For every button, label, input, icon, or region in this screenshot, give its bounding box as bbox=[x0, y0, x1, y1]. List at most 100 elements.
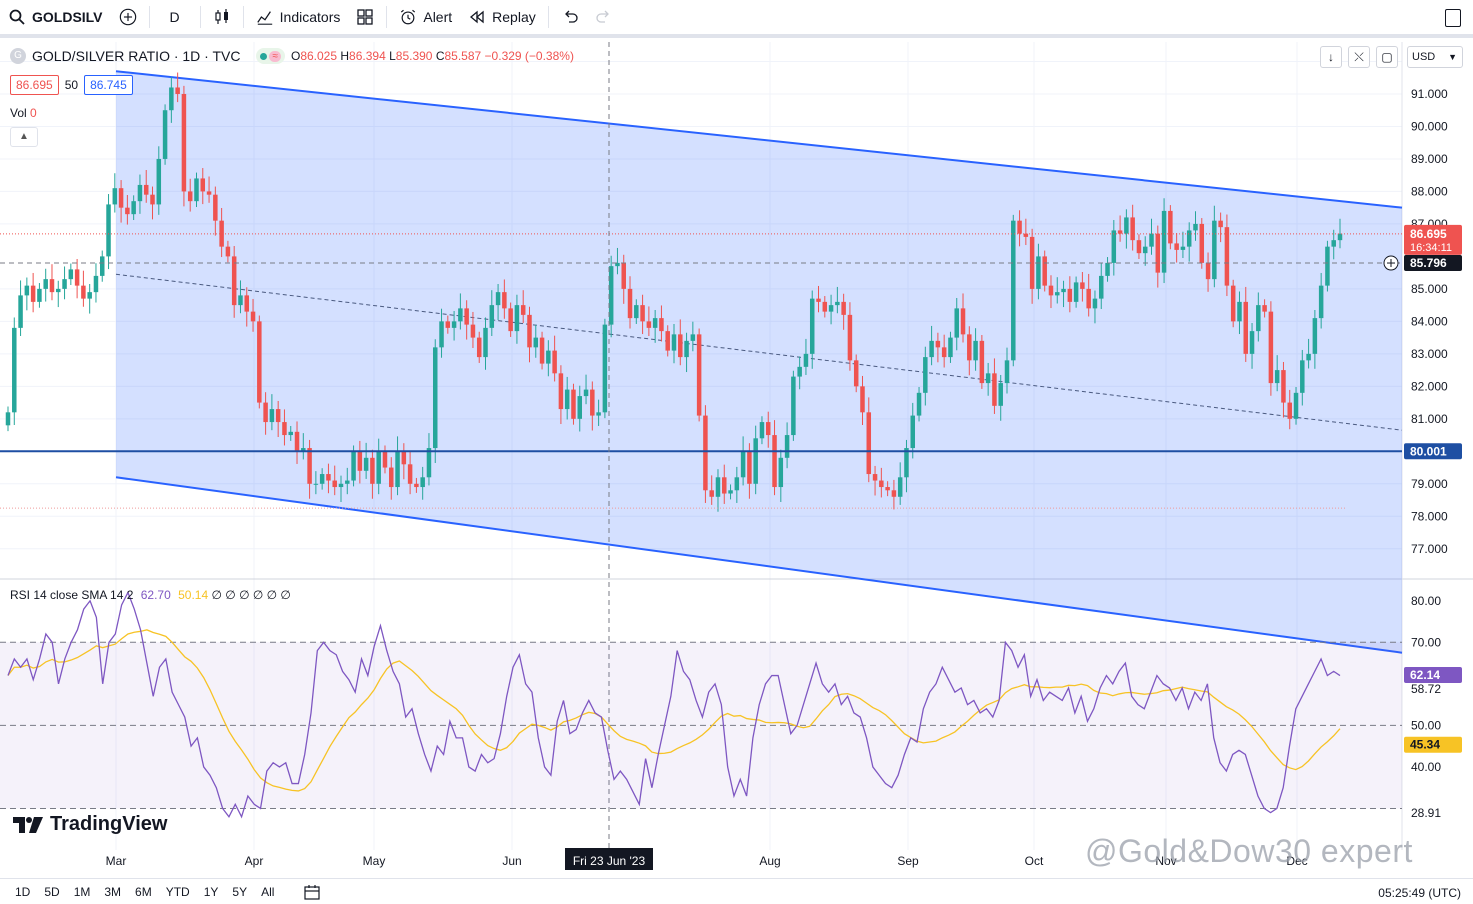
range-button-1d[interactable]: 1D bbox=[15, 884, 31, 899]
candle-body bbox=[596, 412, 601, 416]
candle bbox=[539, 331, 545, 370]
candle-body bbox=[426, 448, 432, 478]
candle-body bbox=[407, 464, 413, 484]
collapse-arrows-icon[interactable]: ⤬ bbox=[1348, 46, 1370, 68]
symbol-logo-icon: G bbox=[10, 48, 26, 64]
candle-body bbox=[389, 467, 394, 488]
candle-body bbox=[1230, 285, 1236, 322]
crosshair-price-tag-bg bbox=[1404, 255, 1462, 272]
candle bbox=[608, 255, 614, 338]
candle-body bbox=[539, 337, 545, 364]
candle-body bbox=[319, 474, 325, 484]
candle bbox=[998, 374, 1003, 421]
candle-body bbox=[288, 431, 293, 436]
candle-body bbox=[1048, 285, 1054, 296]
candle bbox=[1331, 229, 1336, 260]
candle-body bbox=[935, 340, 941, 348]
calendar-icon[interactable] bbox=[303, 883, 321, 901]
candle bbox=[1243, 286, 1249, 362]
candle bbox=[238, 280, 243, 314]
candle-body bbox=[43, 279, 48, 289]
candle-body bbox=[1262, 305, 1267, 312]
price-tick-label: 91.000 bbox=[1411, 87, 1448, 101]
candle bbox=[24, 277, 30, 311]
chart-type-button[interactable] bbox=[205, 0, 239, 36]
candle bbox=[288, 425, 293, 441]
candle bbox=[665, 325, 670, 357]
price-tick-label: 88.000 bbox=[1411, 184, 1448, 198]
range-button-ytd[interactable]: YTD bbox=[165, 884, 190, 899]
candle bbox=[1111, 220, 1117, 276]
time-label: Sep bbox=[897, 854, 919, 868]
price-channel[interactable] bbox=[115, 70, 1403, 654]
download-icon[interactable]: ↓ bbox=[1320, 46, 1342, 68]
rsi-sma-tag: 45.34 bbox=[1404, 736, 1462, 753]
candle bbox=[546, 340, 551, 377]
alert-button[interactable]: Alert bbox=[391, 0, 460, 36]
candle bbox=[137, 174, 143, 214]
compare-symbol-button[interactable] bbox=[111, 0, 145, 36]
layouts-button[interactable] bbox=[348, 0, 382, 36]
crosshair-date-tag bbox=[565, 848, 653, 870]
range-button-1m[interactable]: 1M bbox=[73, 884, 91, 899]
range-button-6m[interactable]: 6M bbox=[135, 884, 152, 899]
interval-button[interactable]: D bbox=[154, 0, 196, 36]
collapse-legend-button[interactable]: ▲ bbox=[10, 127, 38, 147]
rsi-tick-label: 70.00 bbox=[1411, 635, 1441, 649]
candle-body bbox=[1312, 318, 1318, 354]
candle bbox=[929, 325, 934, 366]
redo-icon bbox=[596, 10, 609, 23]
candle bbox=[1249, 322, 1255, 369]
candle-body bbox=[1325, 246, 1330, 286]
utc-clock[interactable]: 05:25:49 (UTC) bbox=[1378, 886, 1461, 900]
candle-body bbox=[583, 389, 589, 397]
undo-button[interactable] bbox=[553, 0, 587, 36]
redo-button[interactable] bbox=[587, 0, 621, 36]
rsi-title[interactable]: RSI 14 close SMA 14 2 bbox=[10, 588, 134, 602]
candle-body bbox=[414, 483, 419, 488]
symbol-legend: G GOLD/SILVER RATIO · 1D · TVC ≈ O86.025… bbox=[10, 48, 574, 64]
indicators-button[interactable]: Indicators bbox=[248, 0, 349, 36]
range-button-5y[interactable]: 5Y bbox=[232, 884, 248, 899]
range-button-1y[interactable]: 1Y bbox=[203, 884, 219, 899]
price-tick-label: 77.000 bbox=[1411, 542, 1448, 556]
fullscreen-icon[interactable] bbox=[1445, 9, 1461, 27]
tradingview-logo[interactable]: TradingView bbox=[12, 813, 167, 836]
price-chart[interactable]: 92.00091.00090.00089.00088.00087.00085.0… bbox=[0, 42, 1473, 877]
candle bbox=[1237, 291, 1242, 335]
range-button-3m[interactable]: 3M bbox=[104, 884, 122, 899]
sell-price-button[interactable]: 86.695 bbox=[10, 75, 59, 95]
symbol-search-button[interactable]: GOLDSILV bbox=[0, 0, 111, 36]
candle-body bbox=[816, 298, 821, 302]
candle bbox=[62, 266, 67, 300]
crosshair-price-tag: 85.796 bbox=[1404, 255, 1462, 272]
candle bbox=[5, 406, 11, 432]
candle-body bbox=[395, 451, 400, 488]
candle bbox=[301, 433, 306, 460]
candle-body bbox=[527, 314, 532, 348]
candle-body bbox=[634, 305, 639, 319]
buy-price-button[interactable]: 86.745 bbox=[84, 75, 133, 95]
logo-text: TradingView bbox=[50, 813, 168, 835]
candle bbox=[206, 176, 212, 203]
candle-body bbox=[602, 324, 608, 413]
candle bbox=[125, 195, 130, 225]
candle bbox=[1149, 218, 1154, 255]
time-label: Aug bbox=[759, 854, 780, 868]
symbol-title[interactable]: GOLD/SILVER RATIO · 1D · TVC bbox=[32, 48, 241, 64]
market-status-pill[interactable]: ≈ bbox=[256, 48, 285, 64]
candle-body bbox=[483, 327, 488, 358]
candle bbox=[219, 207, 224, 258]
candle bbox=[351, 445, 356, 487]
currency-select[interactable]: USD ▼ bbox=[1407, 46, 1463, 68]
range-button-5d[interactable]: 5D bbox=[44, 884, 60, 899]
replay-button[interactable]: Replay bbox=[460, 0, 544, 36]
candle-body bbox=[81, 285, 86, 299]
delayed-data-icon: ≈ bbox=[269, 50, 281, 62]
screenshot-icon[interactable]: ▢ bbox=[1376, 46, 1398, 68]
candle bbox=[370, 449, 375, 499]
candle bbox=[263, 392, 268, 435]
range-button-all[interactable]: All bbox=[261, 884, 275, 899]
candle-body bbox=[992, 373, 997, 406]
candle-body bbox=[332, 480, 337, 488]
